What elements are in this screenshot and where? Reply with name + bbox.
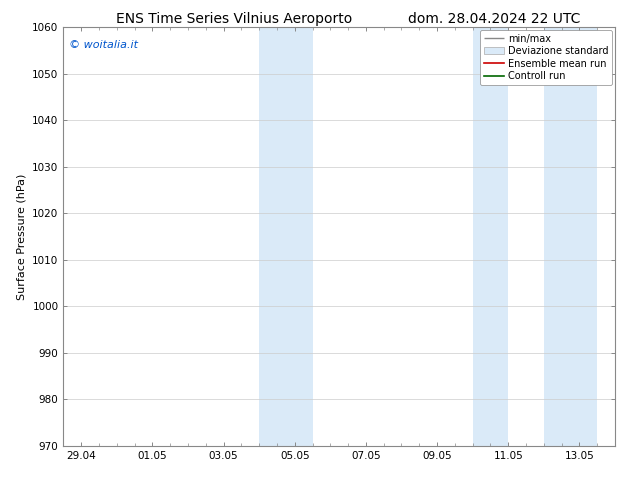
- Text: ENS Time Series Vilnius Aeroporto: ENS Time Series Vilnius Aeroporto: [117, 12, 353, 26]
- Text: dom. 28.04.2024 22 UTC: dom. 28.04.2024 22 UTC: [408, 12, 581, 26]
- Bar: [544, 27, 597, 446]
- Text: © woitalia.it: © woitalia.it: [69, 40, 138, 49]
- Bar: [259, 27, 313, 446]
- Legend: min/max, Deviazione standard, Ensemble mean run, Controll run: min/max, Deviazione standard, Ensemble m…: [481, 30, 612, 85]
- Y-axis label: Surface Pressure (hPa): Surface Pressure (hPa): [16, 173, 27, 299]
- Bar: [472, 27, 508, 446]
